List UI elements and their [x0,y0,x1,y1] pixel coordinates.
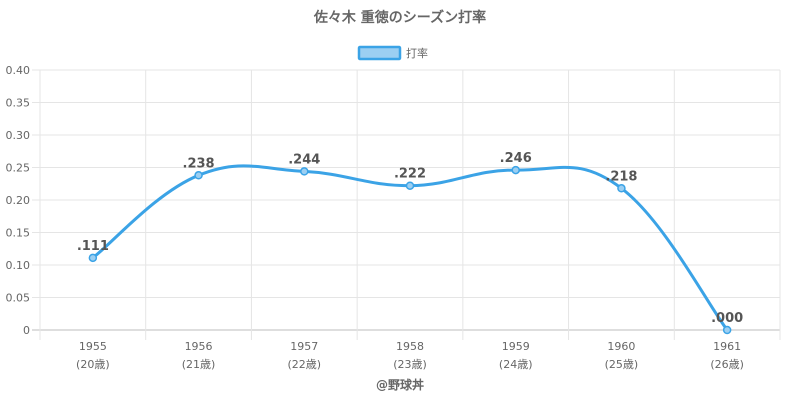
x-tick-sublabel: (20歳) [76,358,110,371]
x-tick-sublabel: (23歳) [393,358,427,371]
series-layer [88,164,732,335]
legend-swatch[interactable] [357,45,402,61]
x-tick-label: 1957 [290,340,318,353]
y-tick-label: 0.25 [6,162,31,175]
y-tick-label: 0 [23,324,30,337]
data-point[interactable] [722,325,732,335]
data-point[interactable] [617,184,626,193]
data-label: .246 [500,151,532,166]
y-tick-label: 0.30 [6,129,31,142]
legend-label: 打率 [406,46,428,60]
x-tick-label: 1956 [185,340,213,353]
grid [32,69,781,340]
data-label: .244 [288,152,320,167]
data-point[interactable] [300,167,309,176]
data-point[interactable] [194,171,203,180]
data-label: .238 [183,156,215,171]
y-tick-label: 0.15 [6,227,31,240]
legend[interactable]: 打率 [357,45,428,61]
x-tick-sublabel: (26歳) [710,358,744,371]
y-tick-label: 0.35 [6,97,31,110]
data-label: .000 [711,311,743,326]
x-tick-label: 1958 [396,340,424,353]
x-tick-label: 1960 [607,340,635,353]
data-labels: .111 .238 .244 .222 .246 .218 .000 [77,151,743,326]
y-tick-label: 0.40 [6,64,31,77]
data-label: .218 [605,169,637,184]
data-point[interactable] [511,165,520,175]
x-tick-sublabel: (21歳) [182,358,216,371]
x-tick-sublabel: (24歳) [499,358,533,371]
data-label: .222 [394,167,426,182]
data-point[interactable] [405,181,415,190]
credit-text: @野球丼 [376,377,424,392]
x-tick-label: 1959 [502,340,530,353]
x-tick-label: 1961 [713,340,741,353]
data-label: .111 [77,239,109,254]
axes: 0 0.05 0.10 0.15 0.20 0.25 0.30 0.35 0.40 1955 (20… [6,64,744,371]
y-tick-label: 0.10 [6,259,31,272]
y-tick-label: 0.20 [6,194,31,207]
chart-title: 佐々木 重徳のシーズン打率 [313,9,486,26]
x-tick-sublabel: (25歳) [605,358,639,371]
x-tick-sublabel: (22歳) [287,358,321,371]
y-tick-label: 0.05 [6,292,31,305]
x-tick-label: 1955 [79,340,107,353]
data-point[interactable] [88,253,98,263]
